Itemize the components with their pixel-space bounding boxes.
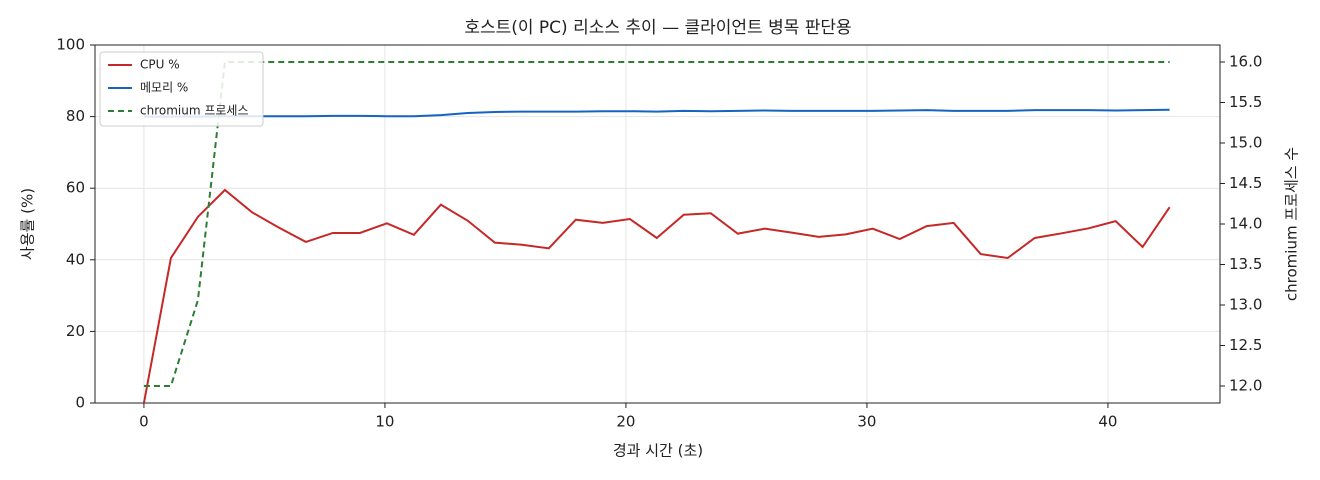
y2-tick-label: 12.0 (1229, 376, 1262, 394)
y-tick-label: 0 (75, 394, 85, 412)
series-line (143, 61, 1170, 387)
legend-box (99, 51, 264, 127)
y-tick-label: 40 (66, 250, 85, 268)
plot-frame (94, 44, 1221, 404)
legend-label: CPU % (140, 58, 180, 72)
y-axis-label: 사용률 (%) (19, 188, 37, 260)
y-tick-label: 80 (66, 107, 85, 125)
x-axis-label: 경과 시간 (초) (613, 442, 703, 460)
y2-tick-label: 16.0 (1229, 53, 1262, 71)
y2-tick-label: 13.0 (1229, 295, 1262, 313)
y-tick-label: 60 (66, 179, 85, 197)
y-tick-label: 100 (56, 36, 85, 54)
x-tick-label: 20 (616, 413, 635, 431)
legend: CPU % 메모리 % chromium 프로세스 (99, 51, 264, 127)
x-tick-label: 30 (857, 413, 876, 431)
series-line (142, 188, 1171, 404)
y2-tick-label: 15.0 (1229, 134, 1262, 152)
y2-axis-label: chromium 프로세스 수 (1283, 147, 1301, 301)
y2-tick-label: 14.0 (1229, 215, 1262, 233)
chart-title: 호스트(이 PC) 리소스 추이 — 클라이언트 병목 판단용 (464, 18, 851, 38)
series-line (143, 108, 1170, 118)
y2-tick-label: 12.5 (1229, 336, 1262, 354)
y2-tick-label: 14.5 (1229, 174, 1262, 192)
x-tick-label: 0 (139, 413, 149, 431)
legend-label: chromium 프로세스 (140, 104, 249, 118)
y-tick-label: 20 (66, 322, 85, 340)
y2-tick-label: 13.5 (1229, 255, 1262, 273)
y2-tick-label: 15.5 (1229, 93, 1262, 111)
legend-label: 메모리 % (140, 81, 188, 95)
x-tick-label: 10 (375, 413, 394, 431)
x-tick-label: 40 (1098, 413, 1117, 431)
